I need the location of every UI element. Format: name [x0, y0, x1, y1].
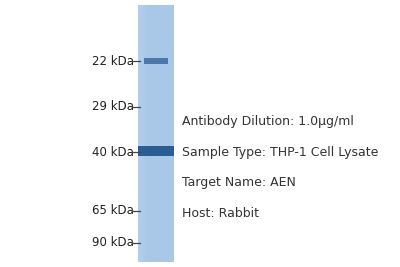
Text: Antibody Dilution: 1.0µg/ml: Antibody Dilution: 1.0µg/ml: [182, 115, 354, 128]
Text: 22 kDa: 22 kDa: [92, 55, 134, 68]
Text: 90 kDa: 90 kDa: [92, 237, 134, 249]
Bar: [138, 5, 140, 262]
Text: 29 kDa: 29 kDa: [92, 100, 134, 113]
Bar: [138, 146, 174, 156]
Text: Sample Type: THP-1 Cell Lysate: Sample Type: THP-1 Cell Lysate: [182, 146, 378, 159]
Bar: [145, 5, 148, 262]
Bar: [140, 5, 143, 262]
Bar: [143, 5, 145, 262]
Text: Host: Rabbit: Host: Rabbit: [182, 207, 259, 220]
Bar: [144, 58, 168, 64]
Text: 40 kDa: 40 kDa: [92, 146, 134, 159]
Text: 65 kDa: 65 kDa: [92, 205, 134, 217]
Bar: [138, 5, 174, 262]
Text: Target Name: AEN: Target Name: AEN: [182, 176, 296, 189]
